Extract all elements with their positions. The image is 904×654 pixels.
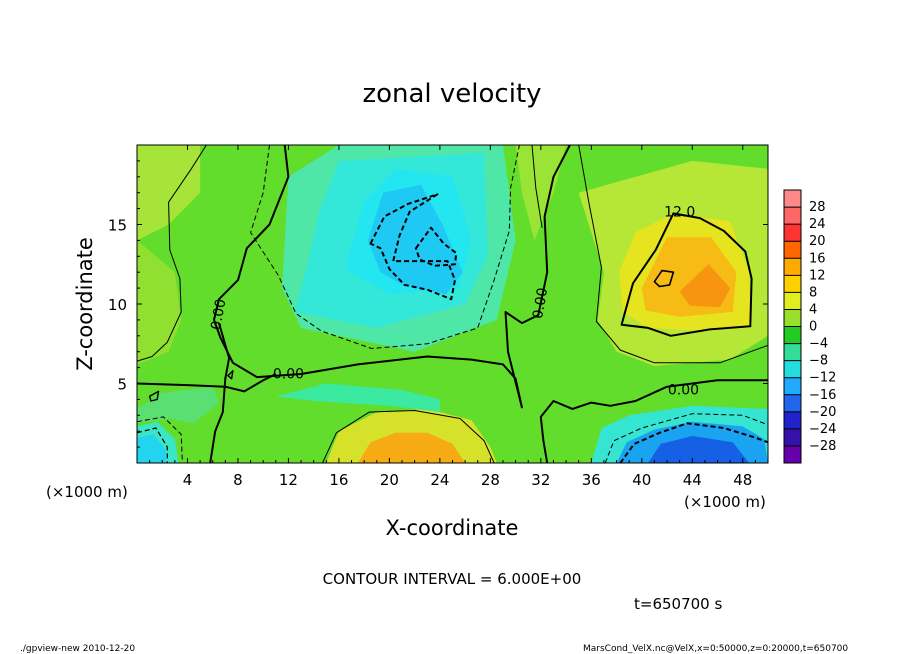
- footer-left: ./gpview-new 2010-12-20: [20, 644, 135, 654]
- contour-zero-left-vertical: [209, 322, 231, 463]
- contour-six-bottom: [322, 410, 495, 463]
- x-tick-label: 20: [380, 471, 399, 489]
- region-pale-green-left-low: [137, 386, 219, 424]
- x-tick-label: 40: [632, 471, 651, 489]
- contour-zero-right: [539, 379, 768, 463]
- y-axis-title: Z-coordinate: [73, 237, 97, 371]
- colorbar-segment: [784, 224, 801, 242]
- contour-zero-left-upper: [213, 145, 571, 409]
- x-tick-label: 48: [733, 471, 752, 489]
- footer-right: MarsCond_VelX.nc@VelX,x=0:50000,z=0:2000…: [583, 644, 848, 654]
- colorbar-label: −24: [809, 422, 836, 437]
- contour-label-1: 0.00: [208, 298, 229, 331]
- contour-minus-twelve-lower-left: [137, 427, 168, 463]
- contour-six-right: [578, 145, 768, 364]
- contour-label-3: 0.00: [530, 287, 551, 320]
- plot-area: 12.0 0.00 0.00 0.00 0.00: [136, 144, 769, 464]
- colorbar-label: −12: [809, 371, 836, 386]
- contour-minus-twelve-b: [414, 226, 458, 267]
- y-tick-label: 15: [108, 217, 127, 235]
- colorbar-segment: [784, 411, 801, 430]
- chart-title: zonal velocity: [362, 79, 541, 109]
- region-orange-bottom: [357, 432, 466, 463]
- colorbar-segment: [784, 360, 801, 379]
- region-blue-core: [367, 184, 463, 295]
- x-tick-label: 28: [481, 471, 500, 489]
- contour-twelve: [620, 212, 753, 337]
- colorbar-segment: [784, 258, 801, 276]
- x-unit-label-right: (×1000 m): [684, 493, 766, 511]
- x-tick-label: 8: [233, 471, 243, 489]
- colorbar-label: 24: [809, 217, 826, 232]
- colorbar-segment: [784, 377, 801, 396]
- colorbar-label: 12: [809, 268, 826, 283]
- x-tick-label: 44: [683, 471, 702, 489]
- y-tick-label: 5: [117, 376, 127, 394]
- contour-label-2: 0.00: [273, 367, 304, 383]
- colorbar-segment: [784, 207, 801, 225]
- colorbar-label: −8: [809, 354, 828, 369]
- x-tick-label: 24: [430, 471, 449, 489]
- contour-minus-twelve: [369, 193, 456, 301]
- x-unit-label-left: (×1000 m): [46, 483, 128, 501]
- contour-label-0: 12.0: [664, 205, 695, 221]
- colorbar-segment: [784, 190, 801, 208]
- colorbar-segment: [784, 394, 801, 413]
- field-layer: [137, 145, 768, 463]
- contour-label-layer: 12.0 0.00 0.00 0.00 0.00: [208, 205, 699, 399]
- region-sky-bottom-left: [137, 434, 166, 463]
- colorbar-label: −16: [809, 388, 836, 403]
- colorbar-segment: [784, 428, 801, 447]
- colorbar-label: 16: [809, 251, 826, 266]
- colorbar-label: 20: [809, 234, 826, 249]
- contour-six-left: [137, 145, 207, 362]
- contour-minus-six-lower-right: [604, 413, 768, 463]
- region-cyan-strip-mid: [275, 383, 440, 413]
- contour-zero-small-a: [148, 390, 160, 402]
- contour-label-4: 0.00: [668, 383, 699, 399]
- colorbar-segment: [784, 326, 801, 345]
- colorbar-label: 28: [809, 200, 826, 215]
- colorbar-segment: [784, 241, 801, 259]
- colorbar: 28 24 20 16 12 8 4 0 −4 −8 −12 −16 −20 −24 −28: [783, 189, 836, 464]
- x-tick-label: 32: [531, 471, 550, 489]
- x-tick-label: 16: [329, 471, 348, 489]
- contour-interval-text: CONTOUR INTERVAL = 6.000E+00: [323, 570, 582, 588]
- region-light-green-top-mid: [515, 145, 567, 241]
- x-axis: 4 8 12 16 20 24 28 32 36 40 44 48: [149, 145, 756, 489]
- contour-zero-small-b: [227, 370, 234, 380]
- contour-minus-six-upper: [250, 145, 520, 349]
- colorbar-label: 8: [809, 285, 817, 300]
- time-text: t=650700 s: [634, 595, 722, 613]
- colorbar-segment: [784, 292, 801, 310]
- colorbar-label: 4: [809, 302, 817, 317]
- colorbar-segment: [784, 445, 801, 464]
- contour-twelve-inner: [653, 269, 675, 288]
- y-tick-label: 10: [108, 296, 127, 314]
- colorbar-label: 0: [809, 320, 817, 335]
- region-deep-blue-bottom-right: [648, 436, 750, 463]
- y-axis: 5 10 15: [108, 160, 768, 448]
- region-deep-orange-right: [679, 264, 731, 308]
- x-tick-label: 36: [582, 471, 601, 489]
- region-light-green-left-lower: [137, 240, 182, 365]
- region-light-green-left: [137, 145, 201, 241]
- colorbar-segment: [784, 343, 801, 362]
- contour-zero-left-lower: [137, 373, 277, 393]
- x-tick-label: 12: [279, 471, 298, 489]
- x-tick-label: 4: [183, 471, 193, 489]
- colorbar-segment: [784, 309, 801, 327]
- colorbar-segment: [784, 275, 801, 293]
- contour-minus-twelve-lower-right: [619, 422, 768, 463]
- x-axis-title: X-coordinate: [386, 516, 519, 540]
- colorbar-label: −28: [809, 439, 836, 454]
- colorbar-label: −4: [809, 337, 828, 352]
- contour-minus-six-lower-left: [137, 416, 183, 463]
- contour-six-topmid: [531, 145, 543, 228]
- contour-layer: [137, 145, 768, 463]
- colorbar-label: −20: [809, 405, 836, 420]
